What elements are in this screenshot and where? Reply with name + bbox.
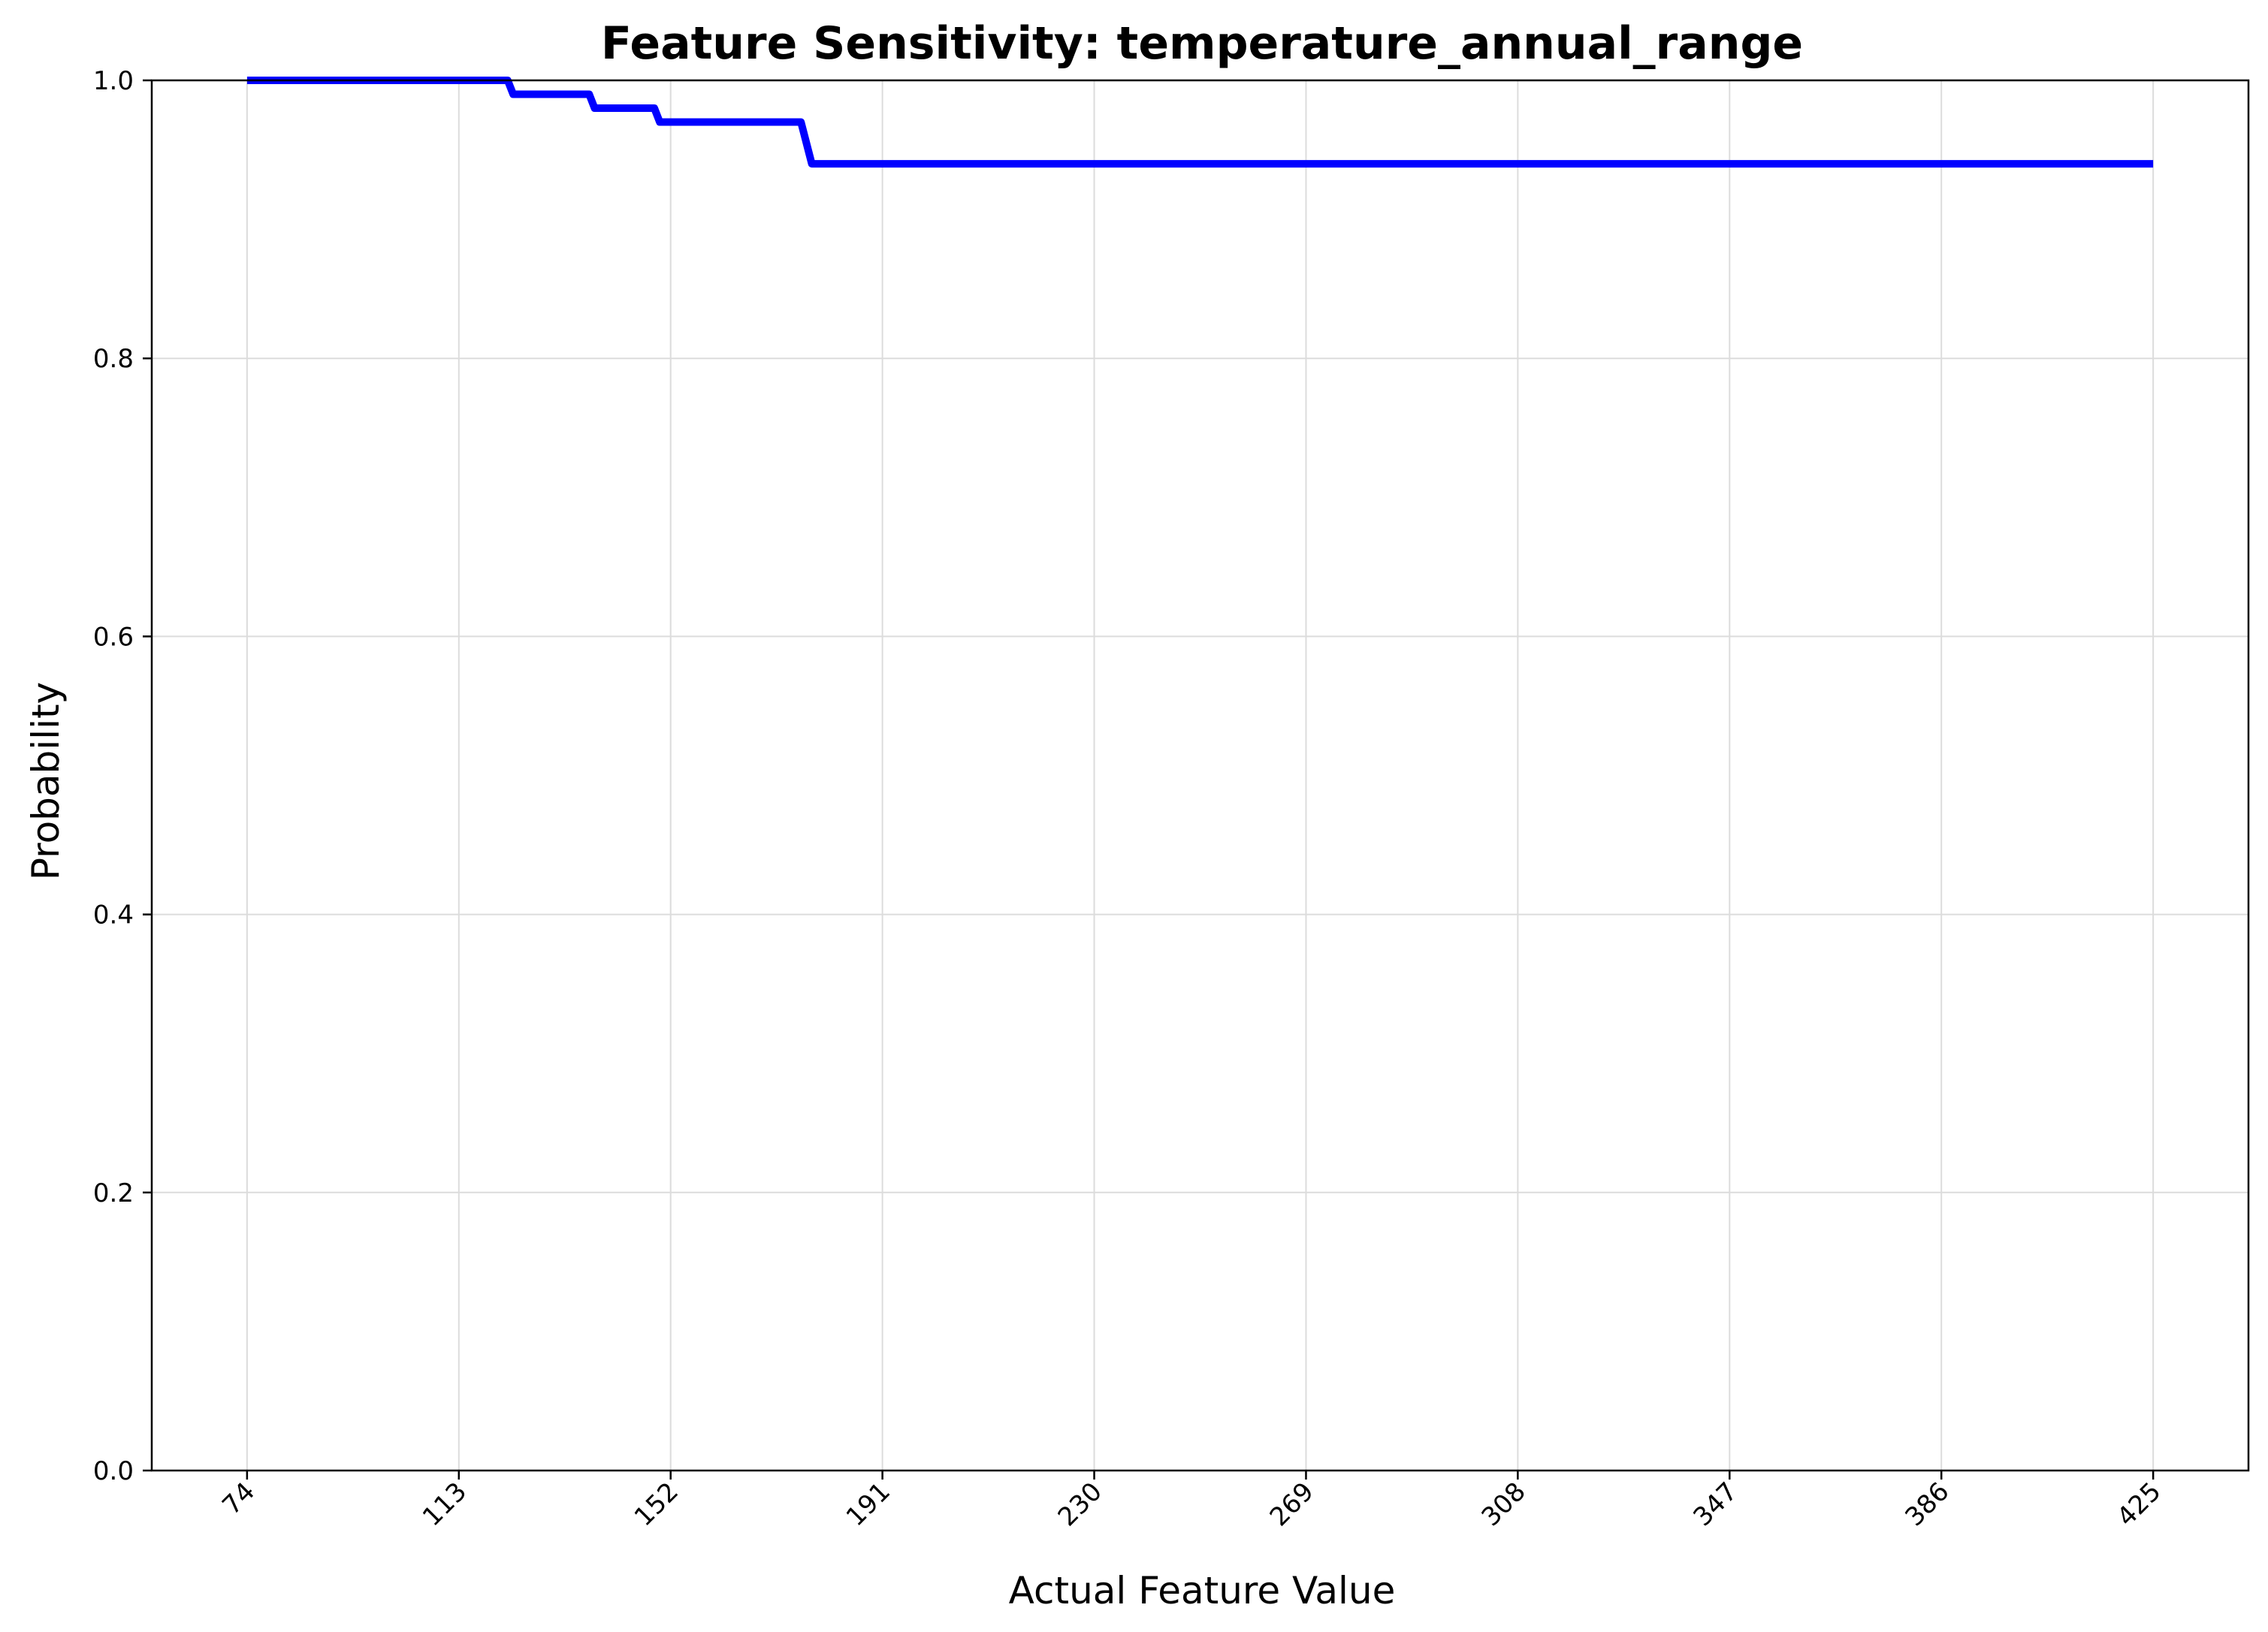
ticks-layer: 74 113 152 191 230 269 308 347 386 425 0.0 0.2 0.4 0.… [93, 66, 2167, 1532]
axes-layer [150, 79, 2250, 1472]
x-tick-label: 113 [417, 1477, 473, 1532]
data-layer [246, 77, 2154, 168]
series-line [246, 77, 2154, 168]
x-tick-label: 269 [1264, 1477, 1320, 1532]
y-axis-label: Probability [24, 682, 68, 880]
x-tick-label: 152 [629, 1477, 684, 1532]
y-tick-label: 0.8 [93, 344, 134, 374]
y-tick-label: 0.0 [93, 1456, 134, 1486]
x-axis-label: Actual Feature Value [1009, 1569, 1396, 1612]
plot-frame [150, 79, 2250, 1472]
x-tick-label: 347 [1687, 1477, 1743, 1532]
x-tick-label: 386 [1899, 1477, 1955, 1532]
x-tick-label: 191 [841, 1477, 896, 1532]
x-tick-label: 425 [2111, 1477, 2167, 1532]
x-tick-label: 230 [1052, 1477, 1108, 1532]
y-tick-label: 0.2 [93, 1178, 134, 1208]
y-tick-label: 0.6 [93, 622, 134, 652]
y-tick-label: 1.0 [93, 66, 134, 96]
x-tick-label: 308 [1476, 1477, 1532, 1532]
grid-layer [152, 80, 2248, 1471]
x-tick-label: 74 [216, 1477, 261, 1521]
chart-title: Feature Sensitivity: temperature_annual_… [601, 17, 1803, 70]
y-tick-label: 0.4 [93, 900, 134, 931]
